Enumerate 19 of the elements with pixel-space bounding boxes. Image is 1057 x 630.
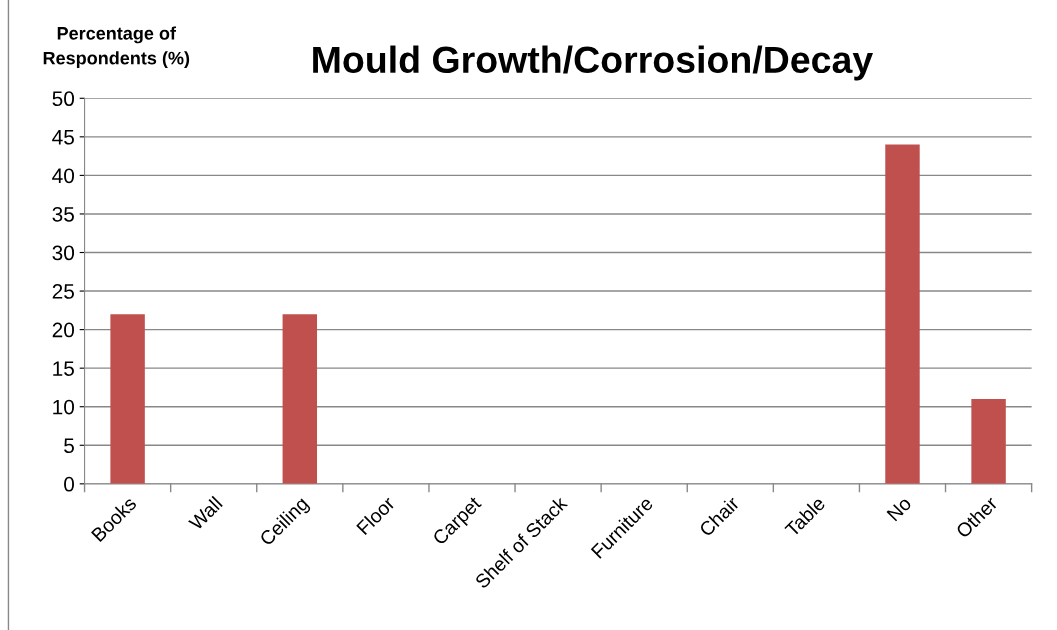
x-tick-label: Wall (187, 495, 223, 532)
x-tick-label: No (886, 496, 913, 522)
bar (110, 314, 145, 484)
y-tick-label: 0 (64, 476, 75, 492)
y-tick-label: 20 (52, 322, 75, 338)
y-tick-label: 25 (52, 284, 74, 299)
bar (885, 144, 920, 484)
y-tick-label: 40 (52, 168, 75, 184)
bar (282, 314, 318, 484)
y-tick-label: 10 (53, 399, 75, 415)
y-tick-label: 30 (52, 245, 75, 261)
y-tick-label: 5 (64, 438, 74, 454)
y-tick-label: 15 (53, 361, 74, 376)
y-axis-title: Percentage of Respondents (%) (43, 26, 190, 69)
y-tick-label: 45 (52, 130, 74, 145)
y-tick-label: 50 (52, 91, 75, 107)
chart-title: Mould Growth/Corrosion/Decay (313, 45, 873, 81)
y-tick-label: 35 (52, 206, 74, 222)
bar (971, 399, 1006, 484)
